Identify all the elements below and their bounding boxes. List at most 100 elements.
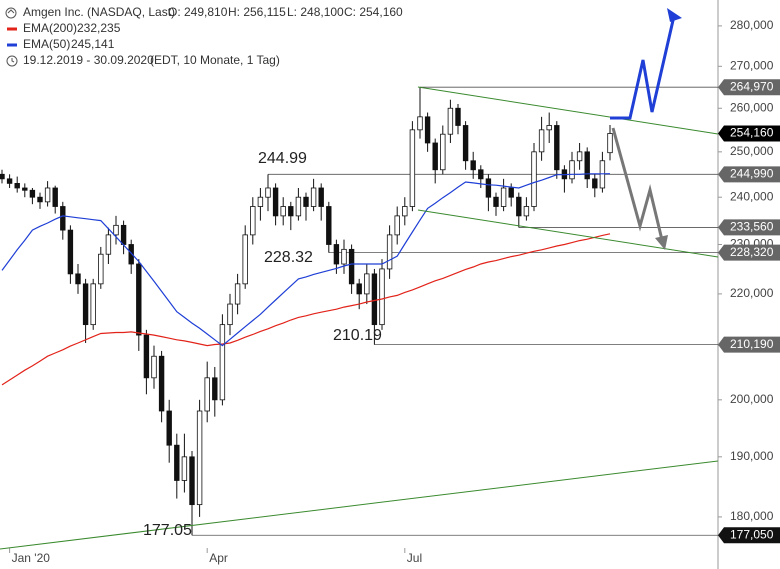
candle-body <box>136 263 142 336</box>
level-box <box>718 166 780 183</box>
date-range: 19.12.2019 - 30.09.2020 <box>23 53 154 67</box>
ema-line <box>1 173 611 347</box>
forecast-arrow <box>611 127 664 241</box>
candle-body <box>500 187 507 207</box>
legend-label: EMA(200) <box>23 21 77 35</box>
level-box-label: 233,560 <box>730 220 774 234</box>
level-box <box>718 244 780 261</box>
candle-body <box>379 268 385 326</box>
candle-body <box>508 187 514 198</box>
y-tick-label: 200,000 <box>730 392 774 406</box>
legend-value: 245,141 <box>71 37 115 51</box>
candle-body <box>394 215 400 236</box>
candle-body <box>348 248 355 285</box>
candle-body <box>272 187 279 217</box>
ema-line <box>1 233 611 386</box>
candle-body <box>523 206 530 217</box>
candle-body <box>280 206 286 217</box>
candle-body <box>90 283 96 326</box>
candle-body <box>440 133 446 171</box>
legend: Amgen Inc. (NASDAQ, Last) O: 249,810 H: … <box>5 5 403 67</box>
candle-body <box>402 206 408 217</box>
annotation: 244.99 <box>258 150 307 167</box>
level-box-label: 264,970 <box>730 79 774 93</box>
candle-body <box>356 283 362 295</box>
candle-body <box>189 456 195 506</box>
candle-body <box>52 187 58 207</box>
candle-body <box>424 116 431 144</box>
icon <box>5 7 17 19</box>
ohlc: H: 256,115 <box>228 5 286 19</box>
candle-body <box>219 324 226 401</box>
candle-body <box>158 355 165 412</box>
candle-body <box>462 125 469 162</box>
candle-body <box>0 173 5 180</box>
arrow-head <box>655 235 668 250</box>
candle-body <box>493 196 499 207</box>
candle-body <box>128 244 134 265</box>
candle-body <box>181 456 188 481</box>
candle-body <box>29 189 36 198</box>
info: (EDT, 10 Monate, 1 Tag) <box>150 53 280 67</box>
level-box <box>718 219 780 236</box>
title: Amgen Inc. (NASDAQ, Last) <box>23 5 175 19</box>
candle-body <box>303 196 309 207</box>
ohlc: L: 248,100 <box>287 5 344 19</box>
candle-body <box>44 187 51 203</box>
icon <box>11 58 15 63</box>
candle-body <box>310 187 317 207</box>
annotation: 177.05 <box>143 522 192 539</box>
y-tick-label: 260,000 <box>730 100 774 114</box>
candle-body <box>455 107 461 126</box>
candle-body <box>470 160 476 171</box>
candle-body <box>607 133 613 154</box>
y-tick-label: 190,000 <box>730 449 774 463</box>
candle-body <box>478 169 484 180</box>
candle-body <box>554 125 560 171</box>
candle-body <box>569 160 575 180</box>
candle-body <box>250 206 256 236</box>
candle-body <box>120 224 127 245</box>
candle-body <box>341 248 347 265</box>
candle-body <box>174 444 180 481</box>
level-box <box>718 336 780 353</box>
annotation: 210.19 <box>333 327 382 344</box>
candle-body <box>371 273 378 326</box>
level-box <box>718 527 780 544</box>
candle-body <box>105 234 112 255</box>
trend-line <box>0 460 719 550</box>
x-tick-label: Apr <box>209 551 228 565</box>
candle-body <box>98 253 104 285</box>
candle-body <box>447 107 454 135</box>
x-tick-label: Jul <box>407 551 422 565</box>
candle-body <box>212 377 218 401</box>
candle-body <box>576 151 583 162</box>
candle-body <box>295 196 302 217</box>
candle-body <box>409 129 416 207</box>
candle-body <box>386 234 393 270</box>
candle-body <box>318 187 324 207</box>
candle-body <box>538 129 545 153</box>
candle-body <box>60 206 66 231</box>
candle-body <box>143 334 150 379</box>
level-box-label: 228,320 <box>730 245 774 259</box>
candle-body <box>584 151 590 180</box>
candle-body <box>546 125 552 131</box>
candle-body <box>257 196 264 207</box>
candle-body <box>37 196 43 203</box>
candle-body <box>113 224 119 236</box>
candle-body <box>234 283 241 305</box>
trend-line <box>417 86 719 135</box>
candle-body <box>242 234 248 285</box>
candle-body <box>22 187 28 191</box>
ohlc: O: 249,810 <box>168 5 228 19</box>
candle-body <box>196 410 203 506</box>
candle-body <box>485 178 492 198</box>
trend-line <box>417 209 719 258</box>
candle-body <box>151 355 157 379</box>
candle-body <box>432 142 438 171</box>
level-box-label: 177,050 <box>730 527 774 541</box>
legend-label: EMA(50) <box>23 37 70 51</box>
forecast-arrow <box>610 15 676 120</box>
